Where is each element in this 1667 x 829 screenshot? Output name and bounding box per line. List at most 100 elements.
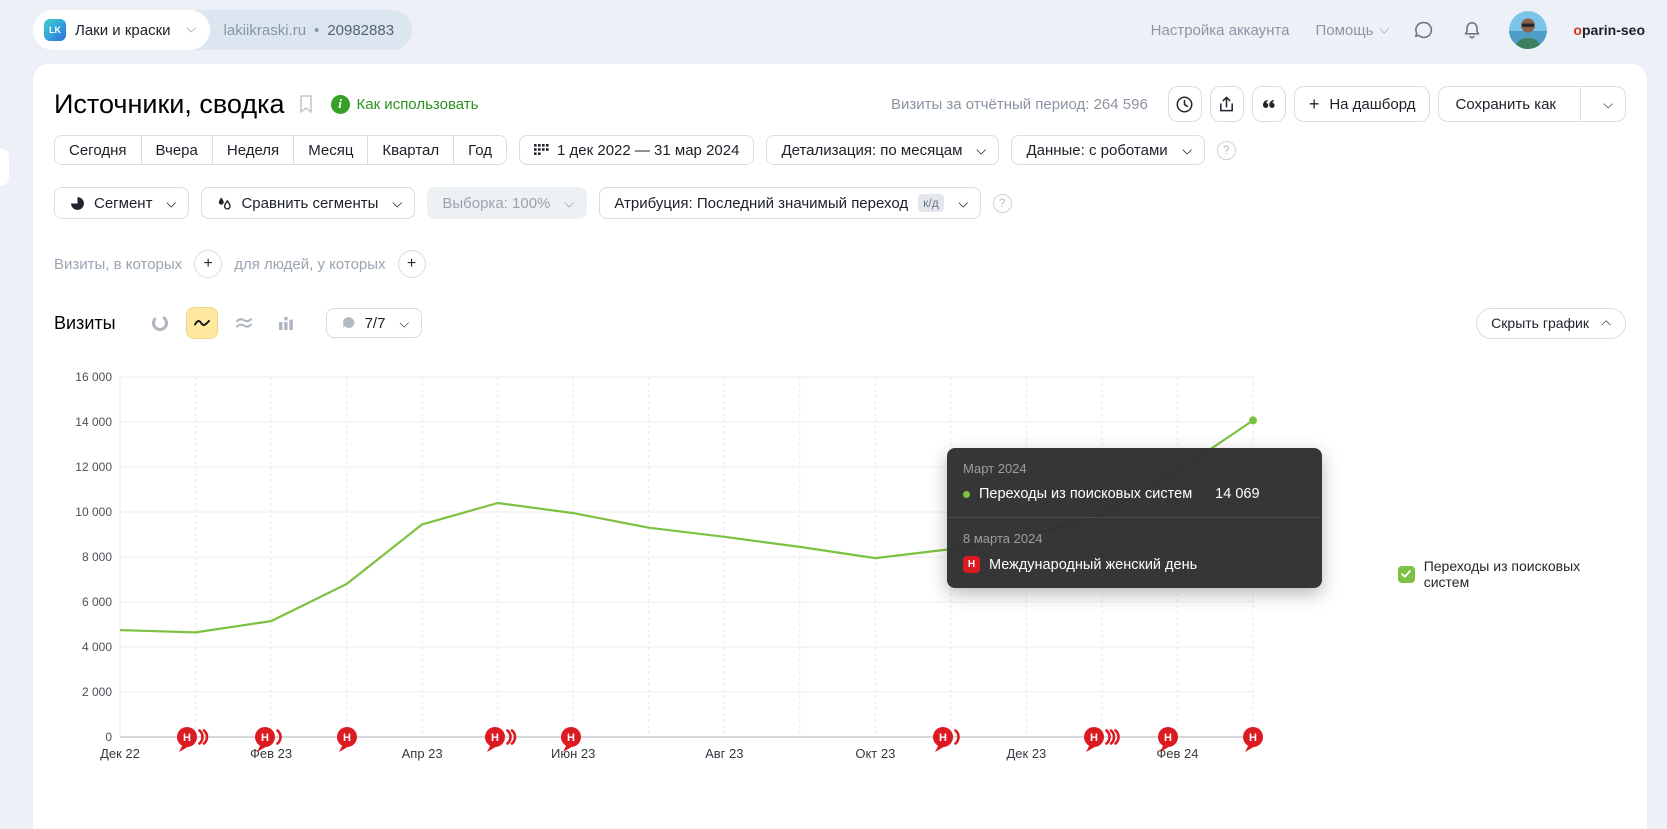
clock-icon — [1176, 96, 1193, 112]
goals-selector-dropdown[interactable]: 7/7 — [325, 308, 423, 338]
tooltip-holiday-date: 8 марта 2024 — [963, 531, 1043, 546]
how-to-use-link[interactable]: i Как использовать — [330, 94, 478, 114]
svg-text:Н: Н — [261, 732, 269, 744]
page-title: Источники, сводка — [54, 88, 285, 119]
notifications-bell-icon[interactable] — [1461, 19, 1483, 41]
attribution-badge: к/д — [918, 194, 944, 212]
holiday-marker[interactable]: Н — [176, 726, 211, 759]
x-tick-label: Окт 23 — [855, 746, 896, 761]
holiday-marker[interactable]: Н — [1157, 726, 1183, 759]
visits-period-counter: Визиты за отчётный период: 264 596 — [890, 95, 1148, 113]
account-settings-link[interactable]: Настройка аккаунта — [1150, 21, 1290, 39]
svg-text:Н: Н — [1164, 732, 1172, 744]
chevron-down-icon — [399, 317, 410, 328]
info-icon: i — [330, 94, 350, 114]
feedback-chat-icon[interactable] — [1413, 19, 1435, 41]
compare-segments-button[interactable]: Сравнить сегменты — [201, 187, 416, 219]
y-tick-label: 12 000 — [75, 460, 112, 474]
chevron-up-icon — [1601, 319, 1612, 330]
divider — [1580, 87, 1581, 121]
sampling-dropdown[interactable]: Выборка: 100% — [427, 187, 588, 219]
help-icon[interactable]: ? — [1216, 140, 1236, 160]
range-yesterday-button[interactable]: Вчера — [140, 135, 213, 165]
svg-text:Н: Н — [343, 732, 351, 744]
y-tick-label: 16 000 — [75, 370, 112, 384]
segment-button[interactable]: Сегмент — [54, 187, 190, 219]
svg-text:Н: Н — [567, 732, 575, 744]
counter-current[interactable]: LK Лаки и краски — [33, 10, 210, 50]
chart-type-bars-button[interactable] — [270, 307, 302, 339]
series-dot-icon — [963, 490, 970, 498]
user-avatar[interactable] — [1509, 11, 1548, 49]
history-button[interactable] — [1167, 86, 1202, 122]
holiday-marker[interactable]: Н — [560, 726, 586, 759]
save-as-button[interactable]: Сохранить как — [1438, 86, 1626, 122]
help-icon[interactable]: ? — [992, 193, 1012, 213]
x-tick-label: Дек 22 — [100, 746, 140, 761]
chevron-down-icon — [976, 144, 987, 155]
holiday-marker[interactable]: Н — [484, 726, 519, 759]
range-today-button[interactable]: Сегодня — [54, 135, 142, 165]
holiday-marker[interactable]: Н — [336, 726, 362, 759]
add-visits-filter-button[interactable]: + — [194, 250, 223, 278]
tooltip-holiday-label: Международный женский день — [989, 556, 1198, 573]
people-filter-label: для людей, у которых — [234, 255, 386, 273]
sidebar-collapsed-handle[interactable] — [0, 148, 9, 186]
help-menu[interactable]: Помощь — [1315, 22, 1390, 39]
dot-separator: • — [314, 21, 320, 39]
holiday-marker[interactable]: Н — [254, 726, 285, 759]
legend-checkbox[interactable] — [1398, 565, 1415, 583]
comments-button[interactable] — [1251, 86, 1286, 122]
x-tick-label: Фев 24 — [1156, 746, 1199, 761]
range-month-button[interactable]: Месяц — [293, 135, 369, 165]
save-as-dropdown[interactable] — [1589, 87, 1625, 121]
counter-meta: lakiikraski.ru • 20982883 — [210, 22, 413, 39]
hide-chart-button[interactable]: Скрыть график — [1476, 307, 1626, 339]
tooltip-series-label: Переходы из поисковых систем — [979, 486, 1193, 502]
chevron-down-icon — [166, 197, 177, 208]
chevron-down-icon — [1602, 98, 1613, 109]
holiday-marker[interactable]: Н — [1083, 726, 1123, 759]
svg-text:Н: Н — [491, 732, 499, 744]
svg-text:Н: Н — [1249, 732, 1257, 744]
tooltip-value: 14 069 — [1215, 486, 1260, 502]
chevron-down-icon — [392, 197, 403, 208]
tooltip-period: Март 2024 — [963, 461, 1027, 476]
counter-logo-icon: LK — [44, 19, 66, 41]
holiday-badge-icon: Н — [963, 556, 980, 573]
donut-chart-icon — [151, 315, 168, 331]
add-to-dashboard-button[interactable]: + На дашборд — [1293, 86, 1431, 122]
y-tick-label: 2 000 — [81, 685, 112, 699]
comments-icon — [1263, 99, 1275, 108]
counter-switcher[interactable]: LK Лаки и краски lakiikraski.ru • 209828… — [33, 10, 413, 50]
chevron-down-icon — [957, 197, 968, 208]
date-range-picker[interactable]: 1 дек 2022 — 31 мар 2024 — [519, 135, 755, 165]
drops-compare-icon — [219, 196, 232, 210]
chart-type-area-button[interactable] — [228, 307, 260, 339]
chevron-down-icon — [564, 197, 575, 208]
legend-item[interactable]: Переходы из поисковых систем — [1398, 558, 1626, 590]
detalization-dropdown[interactable]: Детализация: по месяцам — [766, 135, 1000, 165]
range-quarter-button[interactable]: Квартал — [367, 135, 455, 165]
y-tick-label: 6 000 — [81, 595, 112, 609]
x-tick-label: Июн 23 — [551, 746, 596, 761]
range-year-button[interactable]: Год — [453, 135, 508, 165]
x-tick-label: Апр 23 — [401, 746, 443, 761]
speech-bubble-icon — [342, 317, 354, 328]
add-people-filter-button[interactable]: + — [397, 250, 426, 278]
user-login[interactable]: oparin-seo — [1573, 22, 1645, 38]
quick-range-group: Сегодня Вчера Неделя Месяц Квартал Год — [54, 135, 508, 165]
export-button[interactable] — [1209, 86, 1244, 122]
chevron-down-icon — [1379, 23, 1390, 34]
chart-type-pie-button[interactable] — [144, 307, 176, 339]
bookmark-icon[interactable] — [297, 94, 315, 114]
chart-type-line-button[interactable] — [185, 307, 218, 339]
range-week-button[interactable]: Неделя — [211, 135, 295, 165]
y-tick-label: 10 000 — [75, 505, 112, 519]
attribution-dropdown[interactable]: Атрибуция: Последний значимый переход к/… — [599, 187, 981, 219]
data-mode-dropdown[interactable]: Данные: с роботами — [1011, 135, 1205, 165]
counter-site: lakiikraski.ru — [223, 21, 307, 39]
svg-text:Н: Н — [1090, 732, 1098, 744]
holiday-marker[interactable]: Н — [932, 726, 963, 759]
holiday-marker[interactable]: Н — [1242, 726, 1268, 759]
